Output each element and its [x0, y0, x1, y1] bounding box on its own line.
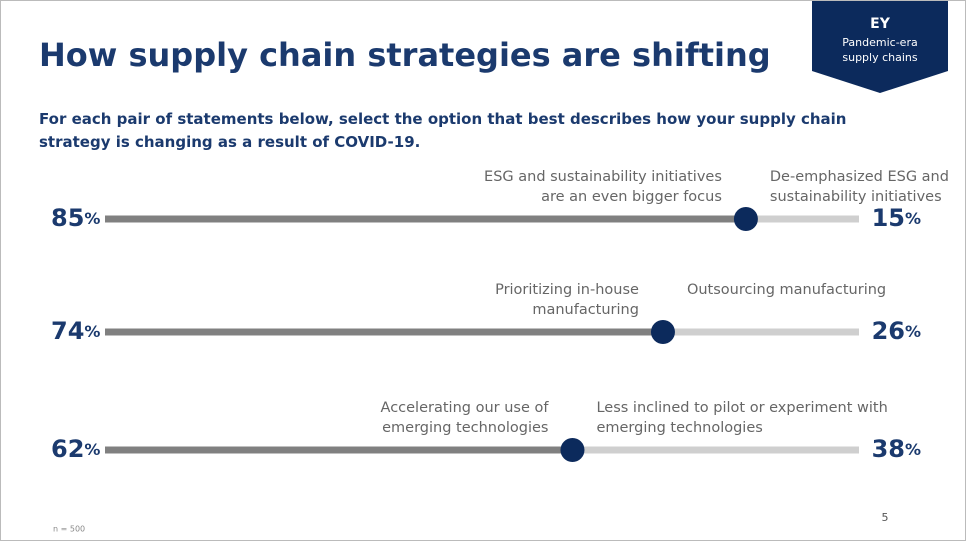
value: 26	[872, 317, 905, 345]
right-bar	[662, 328, 859, 336]
left-bar	[105, 215, 746, 223]
right-statement: sustainability initiatives	[770, 189, 942, 205]
page-number: 5	[882, 511, 889, 524]
split-marker	[650, 320, 675, 344]
left-statement: manufacturing	[532, 302, 639, 318]
subtitle: For each pair of statements below, selec…	[39, 110, 847, 151]
title: How supply chain strategies are shifting	[39, 36, 771, 74]
right-value: 15%	[872, 204, 921, 232]
badge-line: supply chains	[842, 51, 918, 64]
unit: %	[905, 440, 921, 459]
unit: %	[84, 209, 100, 228]
value: 62	[51, 435, 84, 463]
left-statement: Accelerating our use of	[381, 400, 550, 416]
split-marker	[733, 207, 758, 231]
unit: %	[84, 322, 100, 341]
split-marker	[560, 438, 585, 462]
right-value: 26%	[872, 317, 921, 345]
left-statement: ESG and sustainability initiatives	[484, 169, 722, 185]
right-statement: De-emphasized ESG and	[770, 169, 949, 185]
right-statement: emerging technologies	[596, 420, 762, 436]
badge-title: EY	[870, 16, 891, 32]
left-value: 74%	[51, 317, 100, 345]
left-value: 85%	[51, 204, 100, 232]
left-statement: are an even bigger focus	[541, 189, 722, 205]
right-value: 38%	[872, 435, 921, 463]
left-bar	[105, 446, 573, 454]
right-statement: Outsourcing manufacturing	[687, 282, 886, 298]
right-statement: Less inclined to pilot or experiment wit…	[596, 400, 887, 416]
value: 85	[51, 204, 84, 232]
right-bar	[572, 446, 859, 454]
left-statement: emerging technologies	[382, 420, 548, 436]
unit: %	[905, 322, 921, 341]
right-bar	[745, 215, 859, 223]
footnote: n = 500	[53, 525, 85, 534]
value: 15	[872, 204, 905, 232]
left-value: 62%	[51, 435, 100, 463]
value: 38	[872, 435, 905, 463]
left-statement: Prioritizing in-house	[495, 282, 639, 298]
badge-line: Pandemic-era	[842, 36, 917, 49]
unit: %	[905, 209, 921, 228]
value: 74	[51, 317, 84, 345]
left-bar	[105, 328, 663, 336]
unit: %	[84, 440, 100, 459]
badge	[812, 1, 948, 93]
